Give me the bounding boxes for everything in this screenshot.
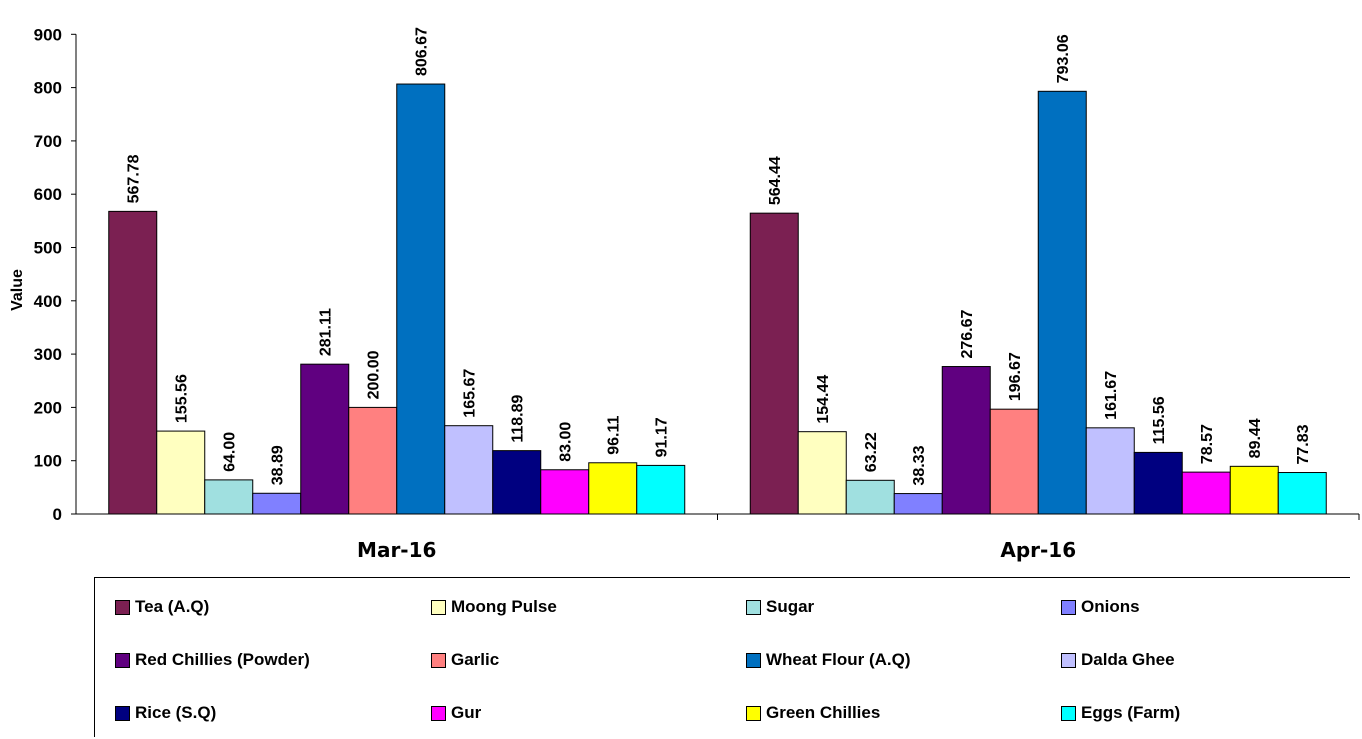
bar xyxy=(989,408,1039,515)
y-axis-label: Value xyxy=(9,269,26,311)
y-tick-label: 800 xyxy=(34,79,62,98)
data-label: 78.57 xyxy=(1199,424,1216,464)
legend-label: Red Chillies (Powder) xyxy=(135,650,310,669)
legend-label: Rice (S.Q) xyxy=(135,703,217,722)
data-label: 118.89 xyxy=(510,394,527,442)
bar xyxy=(204,479,254,515)
legend-swatch xyxy=(1061,705,1076,721)
bar xyxy=(1037,90,1087,515)
data-label: 154.44 xyxy=(815,375,832,424)
bar xyxy=(749,212,799,515)
y-tick-label: 700 xyxy=(34,132,62,151)
legend-item: Dalda Ghee xyxy=(1061,649,1175,671)
bar xyxy=(252,492,302,515)
data-label: 161.67 xyxy=(1103,371,1120,420)
bar xyxy=(636,464,686,515)
legend-label: Dalda Ghee xyxy=(1081,650,1175,669)
legend-label: Eggs (Farm) xyxy=(1081,703,1181,722)
bar xyxy=(845,479,895,515)
bar xyxy=(156,430,206,515)
legend-item: Rice (S.Q) xyxy=(115,702,216,724)
data-label: 196.67 xyxy=(1007,352,1024,401)
bar xyxy=(444,425,494,515)
data-label: 89.44 xyxy=(1247,418,1264,458)
legend-label: Wheat Flour (A.Q) xyxy=(766,650,911,669)
bar xyxy=(108,210,158,515)
legend-label: Green Chillies xyxy=(766,703,881,722)
y-tick-label: 400 xyxy=(34,292,62,311)
bar xyxy=(1229,465,1279,515)
data-label: 63.22 xyxy=(863,432,880,472)
legend-swatch xyxy=(115,652,130,668)
legend-item: Green Chillies xyxy=(746,702,880,724)
y-tick-label: 300 xyxy=(34,345,62,364)
data-label: 200.00 xyxy=(366,350,383,399)
y-tick-label: 500 xyxy=(34,239,62,258)
legend-swatch xyxy=(746,599,761,615)
x-tick-label: Apr-16 xyxy=(1000,538,1076,562)
legend-swatch xyxy=(431,652,446,668)
data-label: 38.89 xyxy=(270,445,287,485)
data-label: 83.00 xyxy=(558,422,575,462)
bar xyxy=(588,462,638,515)
data-label: 64.00 xyxy=(222,432,239,472)
legend-swatch xyxy=(431,599,446,615)
legend-item: Garlic xyxy=(431,649,499,671)
data-label: 281.11 xyxy=(318,308,335,356)
data-label: 165.67 xyxy=(462,369,479,418)
legend-item: Tea (A.Q) xyxy=(115,596,209,618)
legend-swatch xyxy=(746,652,761,668)
legend-item: Onions xyxy=(1061,596,1140,618)
data-label: 77.83 xyxy=(1295,424,1312,464)
bar xyxy=(893,493,943,515)
legend-item: Gur xyxy=(431,702,481,724)
legend-label: Garlic xyxy=(451,650,500,669)
y-tick-label: 100 xyxy=(34,452,62,471)
data-label: 564.44 xyxy=(767,156,784,205)
bar xyxy=(1181,471,1231,515)
data-label: 567.78 xyxy=(126,154,143,203)
legend-swatch xyxy=(115,599,130,615)
legend-item: Red Chillies (Powder) xyxy=(115,649,310,671)
x-tick-label: Mar-16 xyxy=(357,538,436,562)
data-label: 115.56 xyxy=(1151,396,1168,444)
legend-swatch xyxy=(115,705,130,721)
data-label: 91.17 xyxy=(654,417,671,457)
y-tick-label: 600 xyxy=(34,185,62,204)
legend-label: Gur xyxy=(451,703,482,722)
bar xyxy=(941,366,991,515)
data-label: 155.56 xyxy=(174,374,191,423)
bar xyxy=(540,469,590,515)
y-tick-label: 0 xyxy=(53,505,62,524)
legend-label: Onions xyxy=(1081,597,1140,616)
data-label: 276.67 xyxy=(959,309,976,358)
y-tick-label: 900 xyxy=(34,25,62,44)
legend-item: Sugar xyxy=(746,596,814,618)
legend-swatch xyxy=(746,705,761,721)
data-label: 793.06 xyxy=(1055,34,1072,83)
bar xyxy=(797,431,847,515)
legend-swatch xyxy=(431,705,446,721)
legend-item: Eggs (Farm) xyxy=(1061,702,1180,724)
bar xyxy=(1085,427,1135,515)
legend-swatch xyxy=(1061,599,1076,615)
bar xyxy=(300,363,350,515)
y-tick-label: 200 xyxy=(34,398,62,417)
legend-item: Moong Pulse xyxy=(431,596,557,618)
bar xyxy=(1133,451,1183,515)
legend-item: Wheat Flour (A.Q) xyxy=(746,649,910,671)
data-label: 806.67 xyxy=(414,27,431,76)
data-label: 38.33 xyxy=(911,445,928,485)
bar xyxy=(348,406,398,515)
bar xyxy=(492,450,542,515)
legend-label: Sugar xyxy=(766,597,815,616)
bar-chart: 0 100 200 300 400 500 600 700 800 900 Value Mar-16 A… xyxy=(9,25,1360,562)
bar xyxy=(396,83,446,515)
bar xyxy=(1277,472,1327,515)
data-label: 96.11 xyxy=(606,416,623,455)
chart-legend: Tea (A.Q) Moong Pulse Sugar Onions Red Chill… xyxy=(94,577,1350,737)
legend-label: Tea (A.Q) xyxy=(135,597,210,616)
legend-label: Moong Pulse xyxy=(451,597,557,616)
legend-swatch xyxy=(1061,652,1076,668)
